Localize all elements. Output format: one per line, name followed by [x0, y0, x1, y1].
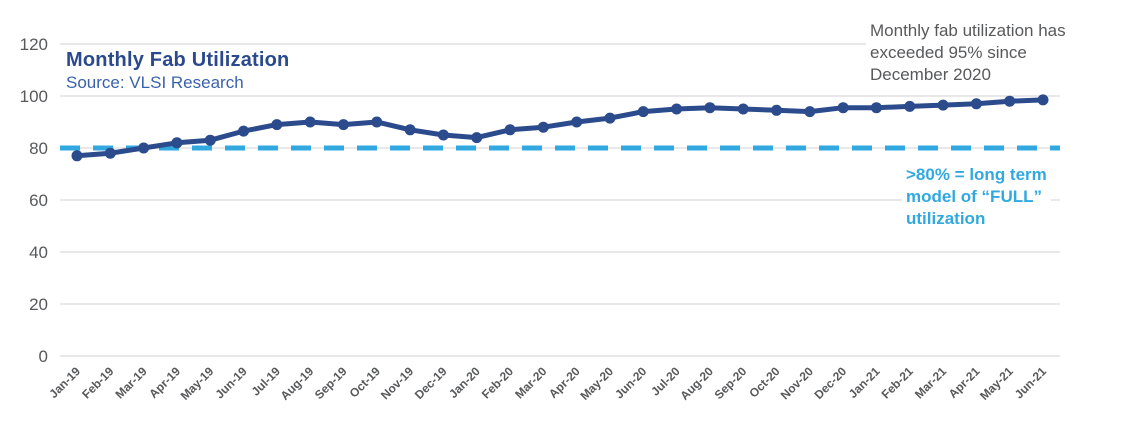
data-point-marker	[104, 147, 116, 159]
data-point-marker	[1037, 94, 1049, 106]
data-point-marker	[904, 100, 916, 112]
y-tick-label: 20	[29, 295, 48, 314]
annotation-exceeded-95: Monthly fab utilization has exceeded 95%…	[866, 18, 1070, 88]
data-point-marker	[304, 116, 316, 128]
x-tick-label: Jan-20	[446, 364, 483, 401]
y-tick-label: 80	[29, 139, 48, 158]
data-point-marker	[637, 106, 649, 118]
data-point-marker	[671, 103, 683, 115]
x-tick-label: Feb-21	[879, 364, 916, 401]
x-tick-label: May-20	[577, 364, 616, 403]
data-point-marker	[804, 106, 816, 118]
x-tick-label: Jan-21	[846, 364, 883, 401]
data-point-marker	[1004, 95, 1016, 107]
x-tick-label: Apr-20	[546, 364, 583, 401]
data-point-marker	[604, 112, 616, 124]
x-tick-label: Feb-20	[479, 364, 516, 401]
chart-title: Monthly Fab Utilization	[66, 49, 290, 71]
chart-source: Source: VLSI Research	[66, 73, 244, 92]
data-point-marker	[404, 124, 416, 136]
x-tick-label: May-21	[977, 364, 1016, 403]
x-tick-label: Sep-20	[712, 364, 750, 402]
x-tick-label: Apr-21	[946, 364, 983, 401]
data-point-marker	[271, 119, 283, 131]
x-tick-label: Oct-20	[746, 364, 783, 401]
x-tick-label: Dec-19	[412, 364, 450, 402]
data-point-marker	[571, 116, 583, 128]
annotation-exceeded-95-line: Monthly fab utilization has	[870, 21, 1066, 40]
x-tick-label: Dec-20	[812, 364, 850, 402]
data-point-marker	[437, 129, 449, 141]
x-tick-label: Mar-21	[912, 364, 949, 401]
annotation-threshold-line: utilization	[906, 209, 986, 228]
annotation-exceeded-95-line: exceeded 95% since	[870, 43, 1027, 62]
x-tick-label: Mar-19	[112, 364, 149, 401]
x-tick-label: Nov-20	[778, 364, 816, 402]
x-tick-label: Apr-19	[146, 364, 183, 401]
data-point-marker	[171, 137, 183, 149]
x-tick-label: Oct-19	[347, 364, 384, 401]
x-tick-label: Aug-19	[278, 364, 317, 403]
annotation-threshold-label: >80% = long term model of “FULL” utiliza…	[902, 162, 1051, 232]
x-tick-label: Mar-20	[512, 364, 549, 401]
data-point-marker	[71, 150, 83, 162]
data-point-marker	[970, 98, 982, 110]
y-tick-label: 120	[20, 35, 48, 54]
y-tick-label: 60	[29, 191, 48, 210]
x-tick-label: Jun-19	[212, 364, 249, 401]
x-tick-label: Sep-19	[312, 364, 350, 402]
data-point-marker	[471, 132, 483, 144]
chart-header: Monthly Fab Utilization Source: VLSI Res…	[66, 48, 289, 93]
data-point-marker	[837, 102, 849, 114]
y-tick-label: 0	[39, 347, 48, 366]
series-line	[74, 97, 1046, 159]
x-tick-label: Feb-19	[79, 364, 116, 401]
data-point-marker	[138, 142, 150, 154]
x-tick-label: Nov-19	[378, 364, 416, 402]
annotation-threshold-line: >80% = long term	[906, 165, 1047, 184]
x-tick-label: May-19	[178, 364, 217, 403]
y-tick-label: 40	[29, 243, 48, 262]
data-point-marker	[937, 99, 949, 111]
data-point-marker	[204, 134, 216, 146]
data-point-marker	[537, 121, 549, 133]
data-point-marker	[337, 119, 349, 131]
x-tick-label: Jan-19	[46, 364, 83, 401]
data-point-marker	[371, 116, 383, 128]
data-point-marker	[870, 102, 882, 114]
data-point-marker	[504, 124, 516, 136]
data-point-marker	[238, 125, 250, 137]
x-tick-label: Jun-21	[1012, 364, 1049, 401]
y-tick-label: 100	[20, 87, 48, 106]
data-point-marker	[771, 104, 783, 116]
data-point-marker	[704, 102, 716, 114]
annotation-exceeded-95-line: December 2020	[870, 65, 991, 84]
x-tick-label: Jun-20	[612, 364, 649, 401]
annotation-threshold-line: model of “FULL”	[906, 187, 1042, 206]
data-point-marker	[737, 103, 749, 115]
x-tick-label: Aug-20	[677, 364, 716, 403]
